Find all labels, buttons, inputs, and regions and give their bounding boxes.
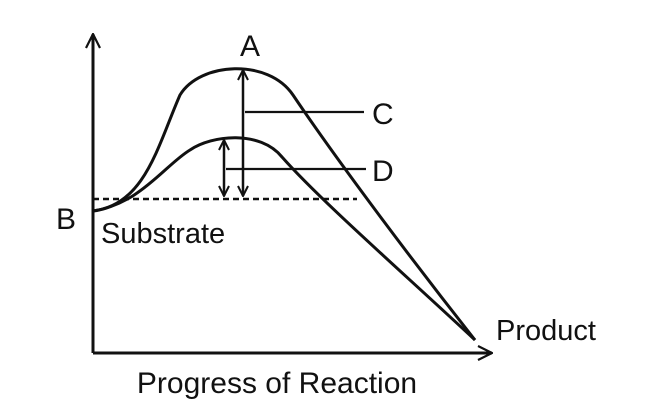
catalyzed-reaction-curve bbox=[92, 136, 477, 342]
label-d: D bbox=[372, 155, 394, 188]
label-a: A bbox=[240, 30, 260, 63]
label-b: B bbox=[56, 203, 76, 236]
uncatalyzed-reaction-curve bbox=[92, 67, 477, 341]
x-axis-label: Progress of Reaction bbox=[137, 367, 417, 400]
label-c: C bbox=[372, 98, 394, 131]
substrate-label: Substrate bbox=[101, 218, 225, 250]
product-label: Product bbox=[496, 315, 596, 347]
